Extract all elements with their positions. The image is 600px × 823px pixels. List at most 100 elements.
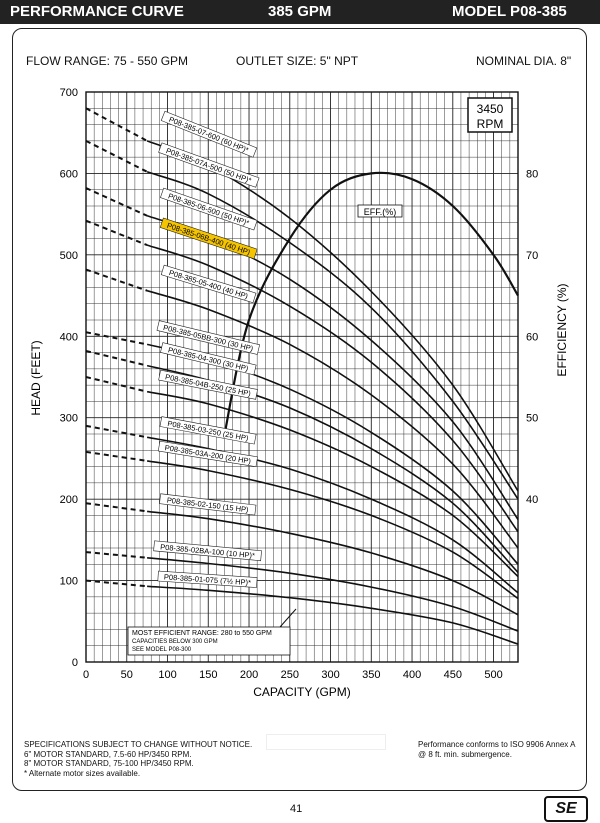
curve-labels: P08-385-07-600 (60 HP)*P08-385-07A-500 (… [153, 110, 262, 588]
x-tick-label: 150 [199, 669, 217, 681]
x-tick-label: 250 [281, 669, 299, 681]
footer-notes: SPECIFICATIONS SUBJECT TO CHANGE WITHOUT… [24, 740, 252, 778]
footer-note-1: SPECIFICATIONS SUBJECT TO CHANGE WITHOUT… [24, 740, 253, 749]
pump-curve [146, 244, 519, 533]
curve-label-box [159, 493, 257, 516]
page-number: 41 [290, 803, 303, 815]
footer-note-3: 8" MOTOR STANDARD, 75-100 HP/3450 RPM. [24, 759, 194, 768]
y-tick-label: 200 [60, 494, 78, 506]
x-tick-label: 450 [444, 669, 462, 681]
flow-range: FLOW RANGE: 75 - 550 GPM [26, 54, 189, 68]
curve-label-box [158, 142, 260, 188]
pump-curve [147, 557, 519, 632]
rpm-box: 3450 RPM [467, 97, 513, 133]
title-bar: PERFORMANCE CURVE 385 GPM MODEL P08-385 [0, 0, 600, 24]
curve-label: P08-385-02BA-100 (10 HP)* [153, 540, 262, 562]
curve-label-box [157, 570, 258, 588]
y-axis-title: HEAD (FEET) [29, 340, 43, 415]
rpm-value: 3450 [477, 102, 504, 116]
curve-label-box [153, 540, 262, 562]
pump-curve [147, 585, 519, 645]
x-tick-label: 50 [121, 669, 133, 681]
y2-tick-label: 80 [526, 168, 538, 180]
curve-shutoff-dashes [85, 502, 148, 513]
efficient-range-note: MOST EFFICIENT RANGE: 280 to 550 GPM CAP… [127, 608, 297, 656]
chart-frame [12, 28, 587, 791]
gpm-title: 385 GPM [268, 3, 332, 20]
note-line-2: CAPACITIES BELOW 300 GPM [132, 639, 218, 645]
plot-border [85, 91, 519, 663]
model-title: MODEL P08-385 [452, 3, 567, 20]
y-tick-label: 700 [60, 87, 78, 99]
pump-curve [146, 460, 519, 600]
x-axis-title: CAPACITY (GPM) [253, 685, 351, 699]
x-tick-label: 500 [484, 669, 502, 681]
curve-shutoff-dashes [85, 450, 148, 462]
y2-axis-title: EFFICIENCY (%) [555, 283, 569, 376]
note-line-3: SEE MODEL P08-300 [132, 647, 192, 653]
curve-label-box [158, 369, 258, 400]
y-tick-label: 100 [60, 576, 78, 588]
footer-note-2: 6" MOTOR STANDARD, 7.5-60 HP/3450 RPM. [24, 749, 192, 759]
efficiency-curve [223, 171, 519, 435]
footer-note-4: * Alternate motor sizes available. [24, 768, 141, 778]
y2-tick-label: 40 [526, 494, 538, 506]
curve-label-box [159, 217, 258, 260]
curve-label-text: P08-385-01-075 (7½ HP)* [164, 572, 252, 587]
chart-axes: 0 50 100 150 200 250 300 350 400 450 500 0 100 200 300… [60, 87, 539, 681]
x-tick-label: 200 [240, 669, 258, 681]
y2-tick-label: 70 [526, 250, 538, 262]
curve-shutoff-dashes [85, 579, 148, 588]
pump-curve [146, 390, 519, 578]
eff-label-box: EFF.(%) [357, 204, 403, 218]
curve-label-text: P08-385-07-600 (60 HP)* [168, 115, 250, 155]
x-tick-label: 350 [362, 669, 380, 681]
pump-curve [146, 436, 519, 594]
blank-box [266, 734, 386, 750]
curve-shutoff-dashes [85, 107, 148, 142]
curve-label-box [157, 440, 258, 468]
footer-iso-note: Performance conforms to ISO 9906 Annex A… [418, 740, 575, 759]
nominal-diameter: NOMINAL DIA. 8" [476, 54, 572, 68]
x-tick-label: 100 [158, 669, 176, 681]
iso-note-1: Performance conforms to ISO 9906 Annex A [418, 740, 576, 749]
x-tick-label: 300 [321, 669, 339, 681]
y-tick-label: 0 [72, 657, 78, 669]
iso-note-2: @ 8 ft. min. submergence. [418, 749, 512, 759]
performance-curve-title: PERFORMANCE CURVE [10, 3, 184, 20]
curve-label: P08-385-02-150 (15 HP) [159, 493, 257, 516]
curve-shutoff-dashes [85, 139, 148, 173]
curve-shutoff-dashes [85, 424, 148, 439]
curve-shutoff-dashes [85, 268, 148, 292]
pump-curve [146, 140, 519, 492]
curve-label-box [156, 320, 261, 355]
x-tick-label: 400 [403, 669, 421, 681]
chart-grid [85, 91, 519, 663]
curve-shutoff-dashes [85, 349, 148, 367]
curve-shutoff-dashes [85, 331, 148, 346]
pump-curve [147, 510, 519, 616]
curve-label-box [160, 264, 257, 304]
pump-curve [146, 289, 519, 549]
brand-logo: SE [544, 796, 588, 822]
y2-tick-label: 60 [526, 331, 538, 343]
curve-label-box [159, 416, 257, 445]
y-tick-label: 300 [60, 413, 78, 425]
curve-shutoff-dashes [85, 219, 148, 247]
curve-label-box [160, 110, 258, 158]
curve-shutoff-dashes [85, 376, 148, 393]
y-tick-label: 600 [60, 168, 78, 180]
curve-shutoff-dashes [85, 551, 148, 559]
y2-tick-label: 50 [526, 413, 538, 425]
curve-shutoff-dashes [85, 187, 148, 217]
y-tick-label: 500 [60, 250, 78, 262]
curve-label-box [160, 342, 257, 376]
eff-label: EFF.(%) [364, 207, 397, 217]
y-tick-label: 400 [60, 331, 78, 343]
note-line-1: MOST EFFICIENT RANGE: 280 to 550 GPM [132, 630, 272, 637]
curve-label-box [160, 187, 258, 231]
curve-label-text: P08-385-06B-400 (40 HP) [166, 221, 252, 257]
x-tick-label: 0 [83, 669, 89, 681]
rpm-unit: RPM [477, 117, 504, 131]
